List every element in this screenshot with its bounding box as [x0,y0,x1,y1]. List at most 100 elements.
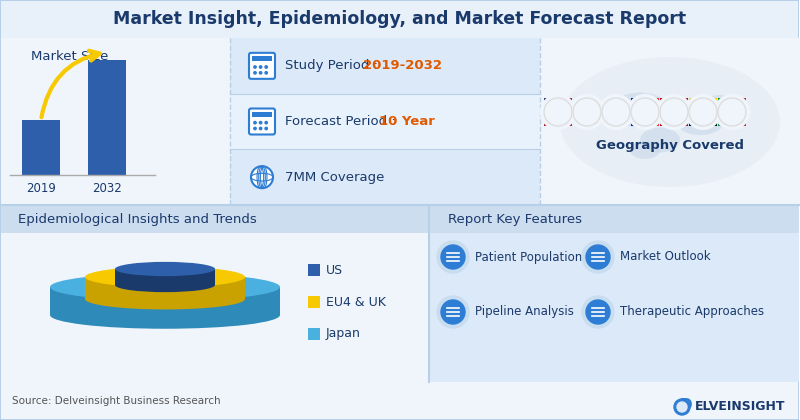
Text: 10 Year: 10 Year [379,115,435,128]
Text: Geography Covered: Geography Covered [596,139,744,152]
Circle shape [543,97,573,127]
Circle shape [602,98,630,126]
Circle shape [441,300,465,324]
FancyBboxPatch shape [660,105,688,119]
Circle shape [544,98,572,126]
Circle shape [689,98,717,126]
Text: EU4 & UK: EU4 & UK [326,296,386,309]
FancyBboxPatch shape [85,277,245,299]
Ellipse shape [85,289,245,310]
FancyBboxPatch shape [737,98,746,126]
FancyBboxPatch shape [544,98,572,102]
Circle shape [251,166,273,188]
Text: Forecast Period :: Forecast Period : [285,115,400,128]
FancyBboxPatch shape [249,53,275,79]
FancyBboxPatch shape [544,106,572,110]
Ellipse shape [675,105,725,135]
Circle shape [602,98,630,126]
Circle shape [660,98,688,126]
Circle shape [630,97,660,127]
Text: 7MM Coverage: 7MM Coverage [285,171,384,184]
FancyBboxPatch shape [308,264,320,276]
Circle shape [586,245,610,269]
FancyBboxPatch shape [252,56,272,61]
FancyBboxPatch shape [544,114,572,118]
Circle shape [259,121,262,124]
Ellipse shape [640,128,680,152]
Circle shape [659,97,689,127]
FancyBboxPatch shape [249,108,275,134]
FancyBboxPatch shape [544,110,572,114]
FancyBboxPatch shape [1,1,798,38]
FancyBboxPatch shape [50,287,280,315]
Circle shape [687,96,719,128]
FancyBboxPatch shape [115,269,215,285]
FancyBboxPatch shape [1,38,230,205]
Text: Source: Delveinsight Business Research: Source: Delveinsight Business Research [12,396,221,406]
Circle shape [254,127,256,130]
Text: Japan: Japan [326,328,361,341]
Circle shape [572,97,602,127]
Circle shape [441,245,465,269]
Circle shape [631,98,659,126]
Circle shape [254,66,256,68]
Circle shape [582,241,614,273]
Text: Market Insight, Epidemiology, and Market Forecast Report: Market Insight, Epidemiology, and Market… [114,10,686,28]
Text: Pipeline Analysis: Pipeline Analysis [475,305,574,318]
FancyBboxPatch shape [544,118,572,122]
Circle shape [573,98,601,126]
Text: D: D [680,399,693,414]
Text: Market Outlook: Market Outlook [620,250,710,263]
Ellipse shape [610,92,670,128]
Circle shape [658,96,690,128]
FancyBboxPatch shape [540,38,800,205]
FancyBboxPatch shape [544,102,572,106]
FancyBboxPatch shape [1,206,429,233]
Text: Therapeutic Approaches: Therapeutic Approaches [620,305,764,318]
Circle shape [573,98,601,126]
Ellipse shape [50,301,280,329]
Circle shape [581,106,594,118]
Text: Report Key Features: Report Key Features [448,213,582,226]
FancyBboxPatch shape [727,98,737,126]
FancyBboxPatch shape [308,296,320,308]
FancyBboxPatch shape [689,108,717,117]
Circle shape [631,98,659,126]
FancyBboxPatch shape [544,122,572,126]
Circle shape [265,66,267,68]
Circle shape [600,96,632,128]
Circle shape [437,241,469,273]
Circle shape [718,98,746,126]
FancyBboxPatch shape [660,119,688,126]
Circle shape [571,96,603,128]
FancyBboxPatch shape [631,98,640,126]
Ellipse shape [560,57,780,187]
Circle shape [254,72,256,74]
Ellipse shape [702,95,738,115]
FancyBboxPatch shape [230,150,540,205]
FancyBboxPatch shape [88,60,126,175]
Ellipse shape [85,267,245,287]
Circle shape [674,399,690,415]
Circle shape [716,96,748,128]
Circle shape [265,121,267,124]
Ellipse shape [115,262,215,276]
Circle shape [601,97,631,127]
FancyBboxPatch shape [230,38,540,94]
Text: Epidemiological Insights and Trends: Epidemiological Insights and Trends [18,213,257,226]
Circle shape [437,296,469,328]
Circle shape [602,98,630,126]
Circle shape [688,97,718,127]
Circle shape [717,97,747,127]
FancyBboxPatch shape [230,94,540,150]
Text: 2032: 2032 [92,181,122,194]
Text: Patient Population: Patient Population [475,250,582,263]
FancyBboxPatch shape [689,98,717,108]
FancyBboxPatch shape [1,382,798,419]
Circle shape [718,98,746,126]
Circle shape [259,66,262,68]
FancyBboxPatch shape [650,98,659,126]
Text: ELVEINSIGHT: ELVEINSIGHT [695,399,786,412]
Circle shape [677,402,687,412]
Ellipse shape [50,273,280,301]
